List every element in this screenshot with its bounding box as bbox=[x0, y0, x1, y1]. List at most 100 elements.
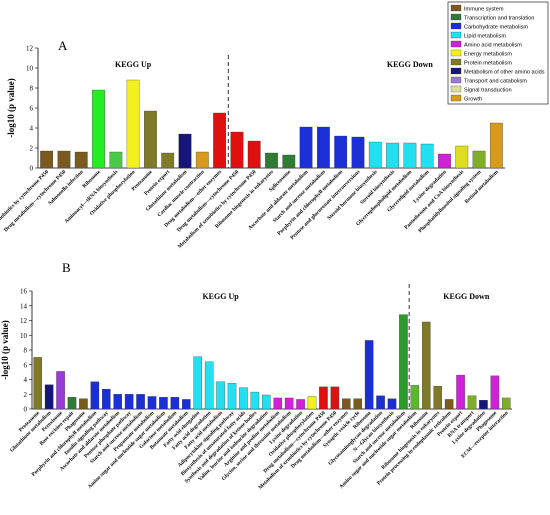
bar bbox=[250, 391, 260, 410]
bar bbox=[364, 340, 374, 410]
bar bbox=[403, 142, 417, 169]
legend-label: Protein metabolism bbox=[464, 61, 512, 67]
bar bbox=[124, 394, 134, 410]
y-tick-label: 10 bbox=[20, 332, 28, 340]
y-tick-label: 4 bbox=[30, 125, 34, 133]
bar bbox=[262, 394, 271, 410]
bar bbox=[319, 386, 328, 410]
group-title: KEGG Down bbox=[443, 292, 490, 301]
bar bbox=[433, 385, 442, 410]
bar bbox=[472, 150, 486, 169]
legend-label: Amino acid metabolism bbox=[464, 43, 522, 49]
bar bbox=[387, 398, 397, 410]
bar bbox=[161, 152, 175, 169]
legend-label: Energy metabolism bbox=[464, 52, 512, 58]
bar bbox=[334, 135, 348, 169]
bar bbox=[455, 145, 469, 169]
y-tick-label: 4 bbox=[24, 376, 28, 384]
bar bbox=[317, 126, 330, 169]
bar bbox=[102, 388, 111, 410]
bar bbox=[79, 398, 88, 410]
legend: Immune system Transcription and translati… bbox=[447, 1, 549, 105]
panel-letter: B bbox=[62, 260, 71, 275]
bar bbox=[182, 399, 191, 410]
bar bbox=[342, 398, 351, 410]
bar bbox=[265, 152, 278, 169]
bar bbox=[136, 394, 145, 410]
bar bbox=[230, 131, 244, 169]
bar bbox=[144, 110, 157, 169]
bar bbox=[353, 398, 362, 410]
legend-swatch bbox=[450, 76, 462, 84]
bar bbox=[92, 89, 105, 169]
group-title: KEGG Up bbox=[115, 60, 152, 69]
legend-swatch bbox=[450, 31, 462, 39]
bar bbox=[420, 143, 434, 169]
legend-swatch bbox=[450, 94, 462, 102]
bar bbox=[489, 122, 503, 169]
bar bbox=[422, 321, 431, 410]
bar bbox=[56, 371, 65, 410]
legend-label: Transport and catabolism bbox=[464, 79, 527, 85]
legend-label: Immune system bbox=[464, 7, 504, 13]
bar bbox=[284, 397, 294, 410]
bar bbox=[44, 384, 54, 410]
category-label: Retinol metabolism bbox=[464, 169, 500, 205]
bar bbox=[193, 356, 202, 410]
y-tick-label: 0 bbox=[30, 165, 34, 173]
bar bbox=[282, 154, 296, 169]
bar bbox=[456, 374, 465, 410]
bar bbox=[502, 397, 511, 410]
y-tick-label: 0 bbox=[24, 406, 28, 414]
bar bbox=[273, 397, 282, 410]
bar bbox=[126, 79, 140, 169]
bar bbox=[113, 394, 122, 410]
bar bbox=[90, 381, 100, 410]
bar bbox=[204, 361, 214, 410]
bar bbox=[247, 140, 261, 169]
legend-swatch bbox=[450, 67, 462, 75]
y-axis-label: -log10 (p value) bbox=[6, 78, 16, 138]
bar bbox=[351, 136, 365, 169]
category-label: Porphyrin and chlorophyll metabolism bbox=[276, 169, 344, 237]
legend-label: Metabolism of other amino acids bbox=[464, 70, 545, 76]
legend-label: Carbohydrate metabolism bbox=[464, 25, 528, 31]
bar bbox=[159, 397, 168, 410]
bar bbox=[67, 397, 77, 410]
bar bbox=[479, 399, 488, 410]
y-tick-label: 12 bbox=[20, 317, 28, 325]
legend-label: Lipid metabolism bbox=[464, 34, 506, 40]
y-tick-label: 14 bbox=[20, 302, 28, 310]
legend-swatch bbox=[450, 49, 462, 57]
legend-swatch bbox=[450, 13, 462, 21]
legend-swatch bbox=[450, 4, 462, 12]
bar bbox=[490, 375, 500, 410]
panel-letter: A bbox=[58, 38, 68, 53]
panel-a: A -log10 (p value) 0 2 4 6 8 10 12 KEGG Up KEGG Do… bbox=[0, 38, 505, 250]
legend-swatch bbox=[450, 40, 462, 48]
bar bbox=[33, 357, 42, 410]
bar bbox=[410, 385, 420, 410]
y-tick-label: 6 bbox=[24, 361, 28, 369]
bar bbox=[399, 314, 408, 410]
bar bbox=[57, 150, 71, 169]
y-tick-label: 10 bbox=[26, 65, 34, 73]
legend-swatch bbox=[450, 22, 462, 30]
bar bbox=[109, 151, 123, 169]
y-tick-label: 2 bbox=[30, 145, 34, 153]
bar bbox=[227, 383, 237, 410]
bar bbox=[438, 153, 451, 169]
bar bbox=[386, 142, 399, 169]
bar bbox=[147, 396, 157, 410]
bar bbox=[195, 151, 209, 169]
legend-label: Growth bbox=[464, 97, 482, 103]
y-axis-label: -log10 (p value) bbox=[0, 320, 10, 380]
panel-b: B -log10 (p value) 0 2 4 6 8 10 12 14 16 KEGG Up KEG… bbox=[0, 260, 512, 491]
legend-swatch bbox=[450, 85, 462, 93]
legend-box bbox=[447, 1, 549, 105]
bar bbox=[178, 133, 192, 169]
bar bbox=[444, 399, 454, 410]
y-tick-label: 16 bbox=[20, 288, 28, 296]
bar bbox=[330, 386, 340, 410]
y-tick-label: 8 bbox=[24, 347, 28, 355]
